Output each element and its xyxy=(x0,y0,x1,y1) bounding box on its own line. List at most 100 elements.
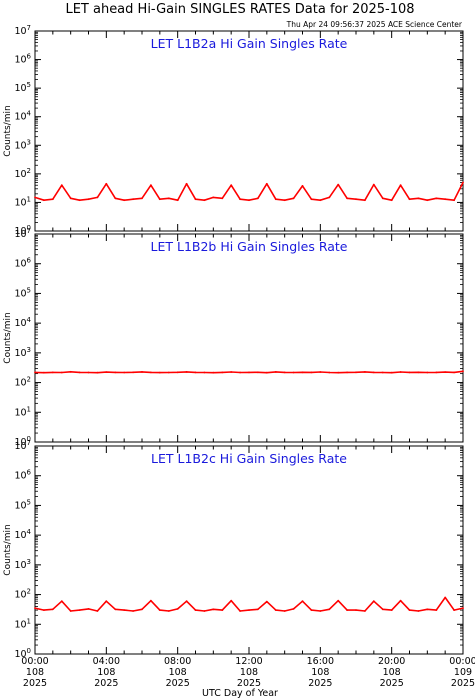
data-point xyxy=(462,370,464,373)
x-tick-day: 109 xyxy=(454,667,472,678)
chart-panel-1: 100 101 102 103 104 105 106 107 Counts/min LET L1… xyxy=(3,24,464,237)
x-tick-day: 108 xyxy=(383,667,401,678)
data-point xyxy=(408,371,411,374)
data-point xyxy=(176,608,179,610)
y-tick-label: 106 xyxy=(14,257,31,270)
data-point xyxy=(69,197,72,200)
data-point xyxy=(212,608,215,611)
data-point xyxy=(355,609,357,611)
data-point xyxy=(87,608,90,610)
data-point xyxy=(265,182,268,185)
y-tick-label: 104 xyxy=(14,316,31,329)
data-point xyxy=(203,199,206,202)
data-point xyxy=(96,196,99,199)
data-point xyxy=(167,371,170,374)
data-point xyxy=(399,371,402,373)
data-point xyxy=(60,371,63,374)
y-tick-label: 101 xyxy=(14,405,31,418)
y-tick-label: 105 xyxy=(14,498,31,511)
data-point xyxy=(69,370,72,373)
data-point xyxy=(51,371,54,374)
x-tick-year: 2025 xyxy=(451,678,475,689)
data-point xyxy=(381,608,384,611)
data-point xyxy=(248,609,250,611)
x-tick-time: 20:00 xyxy=(378,656,405,667)
data-point xyxy=(78,371,81,374)
y-tick-label: 103 xyxy=(14,558,31,571)
plot-frame xyxy=(34,233,464,443)
x-tick-time: 04:00 xyxy=(93,656,120,667)
data-point xyxy=(444,371,447,373)
timestamp-label: Thu Apr 24 09:56:37 2025 ACE Science Cen… xyxy=(286,20,463,29)
data-point xyxy=(301,600,304,603)
x-tick-year: 2025 xyxy=(166,678,190,689)
data-point xyxy=(364,610,366,612)
data-point xyxy=(426,371,429,374)
data-point xyxy=(426,199,429,202)
data-point xyxy=(364,371,366,373)
data-point xyxy=(283,610,286,612)
data-point xyxy=(105,600,108,603)
data-point xyxy=(167,197,170,200)
x-tick-time: 12:00 xyxy=(235,656,262,667)
data-point xyxy=(185,182,188,185)
data-point xyxy=(34,196,36,199)
data-point xyxy=(310,198,313,201)
data-point xyxy=(355,198,357,201)
plot-frame xyxy=(34,445,464,655)
y-tick-label: 102 xyxy=(14,376,31,389)
data-point xyxy=(372,600,375,603)
data-point xyxy=(301,371,304,374)
x-tick-time: 00:00 xyxy=(21,656,48,667)
data-point xyxy=(444,198,447,201)
x-tick-year: 2025 xyxy=(380,678,404,689)
data-point xyxy=(87,371,90,374)
data-point xyxy=(462,181,464,184)
data-point xyxy=(69,610,72,612)
data-point xyxy=(390,199,393,202)
data-point xyxy=(123,199,126,202)
data-point xyxy=(257,371,259,374)
data-point xyxy=(230,184,233,187)
data-point xyxy=(337,183,340,186)
data-point xyxy=(78,609,81,611)
data-point xyxy=(123,371,126,374)
data-point xyxy=(96,371,99,374)
data-point xyxy=(239,610,242,612)
data-point xyxy=(176,371,179,374)
data-point xyxy=(78,199,81,202)
data-point xyxy=(239,371,242,374)
data-point xyxy=(34,371,36,374)
data-point xyxy=(346,609,348,611)
data-point xyxy=(310,371,313,374)
data-point xyxy=(319,199,322,202)
x-tick-year: 2025 xyxy=(308,678,332,689)
data-point xyxy=(444,596,447,599)
y-tick-label: 104 xyxy=(14,110,31,123)
data-point xyxy=(417,610,420,612)
data-point xyxy=(408,198,411,201)
data-point xyxy=(43,609,45,611)
y-axis-label: Counts/min xyxy=(3,105,13,156)
data-point xyxy=(239,198,242,201)
data-point xyxy=(274,609,277,611)
data-point xyxy=(417,197,420,200)
y-tick-label: 101 xyxy=(14,195,31,208)
data-point xyxy=(390,371,393,374)
data-point xyxy=(43,199,45,202)
chart-panel-3: 100 101 102 103 104 105 106 107 Counts/min LET L1… xyxy=(3,439,464,660)
data-point xyxy=(417,371,420,374)
data-point xyxy=(435,197,438,200)
data-point xyxy=(274,371,277,373)
data-point xyxy=(301,185,304,187)
data-point xyxy=(248,371,250,374)
data-point xyxy=(158,371,161,374)
y-tick-label: 106 xyxy=(14,469,31,482)
data-point xyxy=(364,199,366,202)
data-point xyxy=(328,196,331,199)
data-point xyxy=(185,600,188,603)
data-point xyxy=(257,197,259,200)
